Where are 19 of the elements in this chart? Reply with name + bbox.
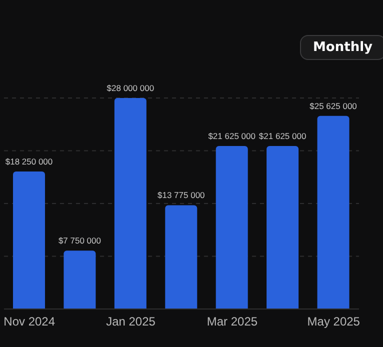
data-label: $21 625 000 <box>258 131 306 142</box>
data-label: $25 625 000 <box>310 100 358 111</box>
data-label: $21 625 000 <box>208 131 256 142</box>
bar <box>266 146 299 309</box>
x-tick-label: Jan 2025 <box>106 314 156 329</box>
bar <box>13 171 45 309</box>
data-label: $7 750 000 <box>58 236 102 246</box>
monthly-button: Monthly <box>300 35 383 60</box>
x-tick-label: Nov 2024 <box>4 314 56 329</box>
data-label: $28 000 000 <box>106 83 154 93</box>
data-label: $18 250 000 <box>5 156 53 166</box>
bar <box>216 146 248 309</box>
data-label: $13 775 000 <box>158 190 206 200</box>
bar <box>64 250 96 309</box>
x-tick-label: May 2025 <box>307 314 360 329</box>
bar <box>165 205 198 309</box>
bar <box>114 98 146 309</box>
x-tick-label: Mar 2025 <box>206 314 258 329</box>
bar <box>317 116 350 309</box>
